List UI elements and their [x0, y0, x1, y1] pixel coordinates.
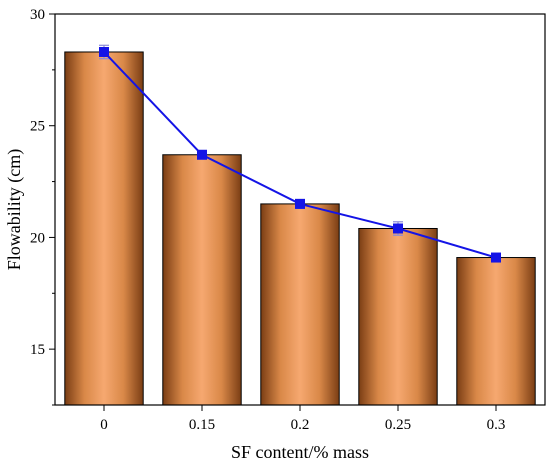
x-tick-label-0.15: 0.15: [189, 417, 215, 433]
bar-0.3: [456, 257, 536, 406]
bar-0.25: [358, 227, 438, 406]
marker-0.2: [295, 198, 305, 209]
bar-0.2: [260, 203, 340, 406]
tick-group: 0 0.15 0.2 0.25 0.3 15 20 25 30: [30, 7, 505, 433]
x-tick-label-0: 0: [100, 417, 108, 433]
x-tick-label-0.2: 0.2: [291, 417, 310, 433]
x-axis-title: SF content/% mass: [231, 442, 369, 462]
bar-0: [64, 51, 144, 406]
y-tick-label-25: 25: [30, 119, 45, 135]
bar-0.15: [162, 154, 242, 406]
y-tick-label-20: 20: [30, 230, 45, 246]
trend-line-group: [99, 46, 501, 263]
marker-0: [99, 46, 109, 57]
marker-0.25: [393, 223, 403, 234]
y-tick-label-15: 15: [30, 342, 45, 358]
bar-group: [64, 51, 536, 406]
y-axis-title: Flowability (cm): [4, 149, 25, 270]
marker-0.3: [491, 252, 501, 263]
x-tick-label-0.3: 0.3: [487, 417, 506, 433]
marker-0.15: [197, 149, 207, 160]
x-tick-label-0.25: 0.25: [385, 417, 411, 433]
y-tick-label-30: 30: [30, 7, 45, 23]
